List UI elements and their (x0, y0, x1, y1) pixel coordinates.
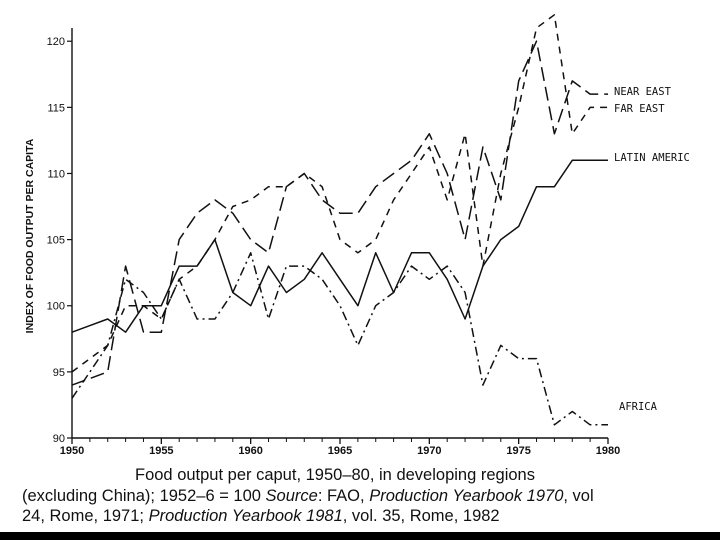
x-tick-label: 1965 (328, 445, 352, 457)
caption-yearbook-1981: Production Yearbook 1981 (148, 507, 343, 525)
label-latin-america: LATIN AMERIC (614, 152, 690, 164)
y-tick-label: 105 (47, 235, 65, 247)
axes: 90 95 100 105 110 115 120 1950 1955 1960 1965 1970 1… (47, 28, 620, 457)
series-line-far-east (71, 14, 608, 373)
y-tick-label: 90 (53, 433, 65, 445)
x-tick-label: 1950 (60, 445, 84, 457)
caption-line-2: (excluding China); 1952–6 = 100 Source: … (22, 487, 720, 506)
y-tick-label: 120 (47, 36, 65, 48)
caption-text: : FAO, (317, 487, 370, 505)
x-tick-label: 1955 (149, 445, 173, 457)
label-near-east: NEAR EAST (614, 86, 672, 98)
y-tick-label: 110 (47, 168, 65, 180)
label-far-east: FAR EAST (614, 103, 665, 115)
label-africa: AFRICA (619, 401, 658, 413)
x-tick-label: 1970 (417, 445, 441, 457)
caption-line-1: Food output per caput, 1950–80, in devel… (135, 466, 535, 484)
caption-text: , vol (563, 487, 594, 505)
series-line-latin-america (71, 159, 608, 333)
x-tick-label: 1960 (238, 445, 262, 457)
caption-text: , vol. 35, Rome, 1982 (342, 507, 500, 525)
y-tick-label: 100 (47, 301, 65, 313)
caption-source-word: Source (265, 487, 318, 505)
y-tick-label: 115 (47, 102, 65, 114)
x-tick-label: 1980 (596, 445, 620, 457)
series-lines (71, 14, 608, 426)
caption-yearbook-1970: Production Yearbook 1970 (369, 487, 564, 505)
y-axis-label: INDEX OF FOOD OUTPUT PER CAPITA (24, 138, 36, 333)
y-tick-label: 95 (53, 367, 65, 379)
caption-text: 24, Rome, 1971; (22, 507, 149, 525)
caption-text: (excluding China); 1952–6 = 100 (22, 487, 266, 505)
x-tick-label: 1975 (506, 445, 530, 457)
caption-line-3: 24, Rome, 1971; Production Yearbook 1981… (22, 507, 720, 526)
food-output-chart: INDEX OF FOOD OUTPUT PER CAPITA 90 95 100 1… (24, 14, 690, 457)
series-line-near-east (71, 40, 608, 386)
